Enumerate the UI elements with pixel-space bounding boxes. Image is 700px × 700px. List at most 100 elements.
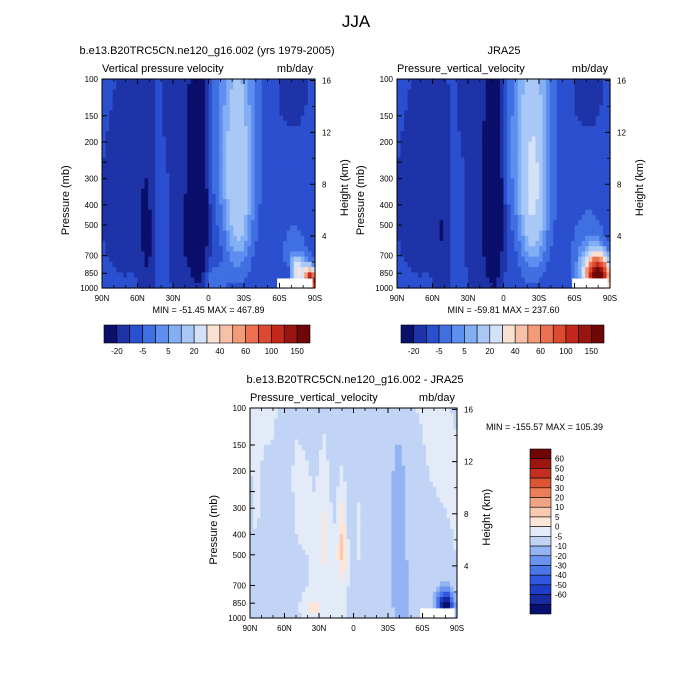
field-cell [443, 261, 448, 268]
field-cell [602, 225, 608, 232]
field-cell [492, 199, 497, 205]
field-cell [595, 193, 600, 200]
field-cell [190, 110, 195, 117]
field-cell [197, 146, 202, 153]
field-cell [588, 110, 593, 117]
field-cell [190, 235, 195, 242]
field-cell [240, 89, 245, 96]
field-cell [102, 251, 107, 258]
field-cell [300, 230, 305, 237]
field-cell [414, 199, 419, 205]
field-cell [304, 131, 309, 138]
field-cell [265, 214, 270, 221]
field-cell [425, 110, 430, 117]
field-cell [574, 272, 579, 279]
field-cell [397, 89, 402, 96]
field-cell [155, 246, 160, 253]
field-cell [560, 105, 565, 111]
field-cell [165, 193, 171, 200]
field-cell [116, 94, 121, 101]
field-cell [204, 84, 210, 91]
field-cell [397, 178, 402, 185]
field-cell [397, 193, 402, 200]
field-cell [116, 141, 121, 148]
field-cell [460, 246, 466, 253]
field-cell [311, 256, 316, 263]
field-cell [229, 261, 234, 268]
field-cell [510, 152, 515, 158]
field-cell [215, 162, 220, 169]
field-cell [169, 240, 174, 247]
field-cell [155, 178, 160, 185]
field-cell [400, 256, 405, 263]
field-cell [158, 188, 163, 195]
field-cell [116, 89, 121, 96]
field-cell [524, 204, 529, 211]
field-cell [279, 126, 284, 132]
field-cell [194, 214, 199, 221]
field-cell [514, 94, 519, 101]
field-cell [585, 225, 590, 232]
field-cell [165, 272, 171, 279]
field-cell [549, 230, 554, 237]
field-cell [165, 209, 171, 216]
field-cell [102, 110, 107, 117]
field-cell [517, 120, 522, 127]
field-cell [468, 235, 473, 242]
field-cell [588, 251, 593, 258]
field-cell [421, 141, 426, 148]
field-cell [567, 183, 572, 190]
field-cell [254, 220, 259, 226]
field-cell [421, 152, 426, 158]
field-cell [258, 120, 263, 127]
field-cell [588, 193, 593, 200]
field-cell [268, 225, 273, 232]
field-cell [397, 225, 402, 232]
field-cell [283, 230, 288, 237]
field-cell [549, 256, 554, 263]
field-cell [183, 115, 188, 122]
field-cell [151, 193, 156, 200]
field-cell [229, 110, 234, 117]
field-cell [126, 115, 131, 122]
field-cell [155, 204, 160, 211]
field-cell [468, 84, 473, 91]
field-cell [428, 199, 434, 205]
field-cell [165, 167, 171, 174]
field-cell [404, 89, 409, 96]
field-cell [169, 220, 174, 226]
field-cell [432, 115, 437, 122]
field-cell [212, 199, 217, 205]
field-cell [222, 183, 227, 190]
field-cell [411, 246, 416, 253]
x-tick-label: 30N [461, 294, 476, 303]
field-cell [304, 136, 309, 143]
field-cell [165, 277, 171, 284]
field-cell [581, 120, 586, 127]
field-cell [240, 277, 245, 284]
field-cell [489, 251, 494, 258]
field-cell [180, 214, 185, 221]
field-cell [229, 131, 234, 138]
field-cell [397, 230, 402, 237]
field-cell [546, 157, 551, 164]
field-cell [432, 99, 437, 106]
field-cell [563, 277, 568, 284]
field-cell [275, 136, 281, 143]
field-cell [485, 79, 490, 85]
field-cell [588, 256, 593, 263]
field-cell [165, 162, 171, 169]
field-cell [404, 178, 409, 185]
field-cell [244, 240, 249, 247]
field-cell [510, 115, 515, 122]
field-cell [578, 152, 583, 158]
field-cell [507, 183, 512, 190]
field-cell [194, 84, 199, 91]
field-cell [602, 178, 608, 185]
field-cell [570, 136, 576, 143]
field-cell [464, 256, 469, 263]
field-cell [187, 152, 192, 158]
field-cell [464, 225, 469, 232]
field-cell [212, 220, 217, 226]
field-cell [236, 246, 242, 253]
